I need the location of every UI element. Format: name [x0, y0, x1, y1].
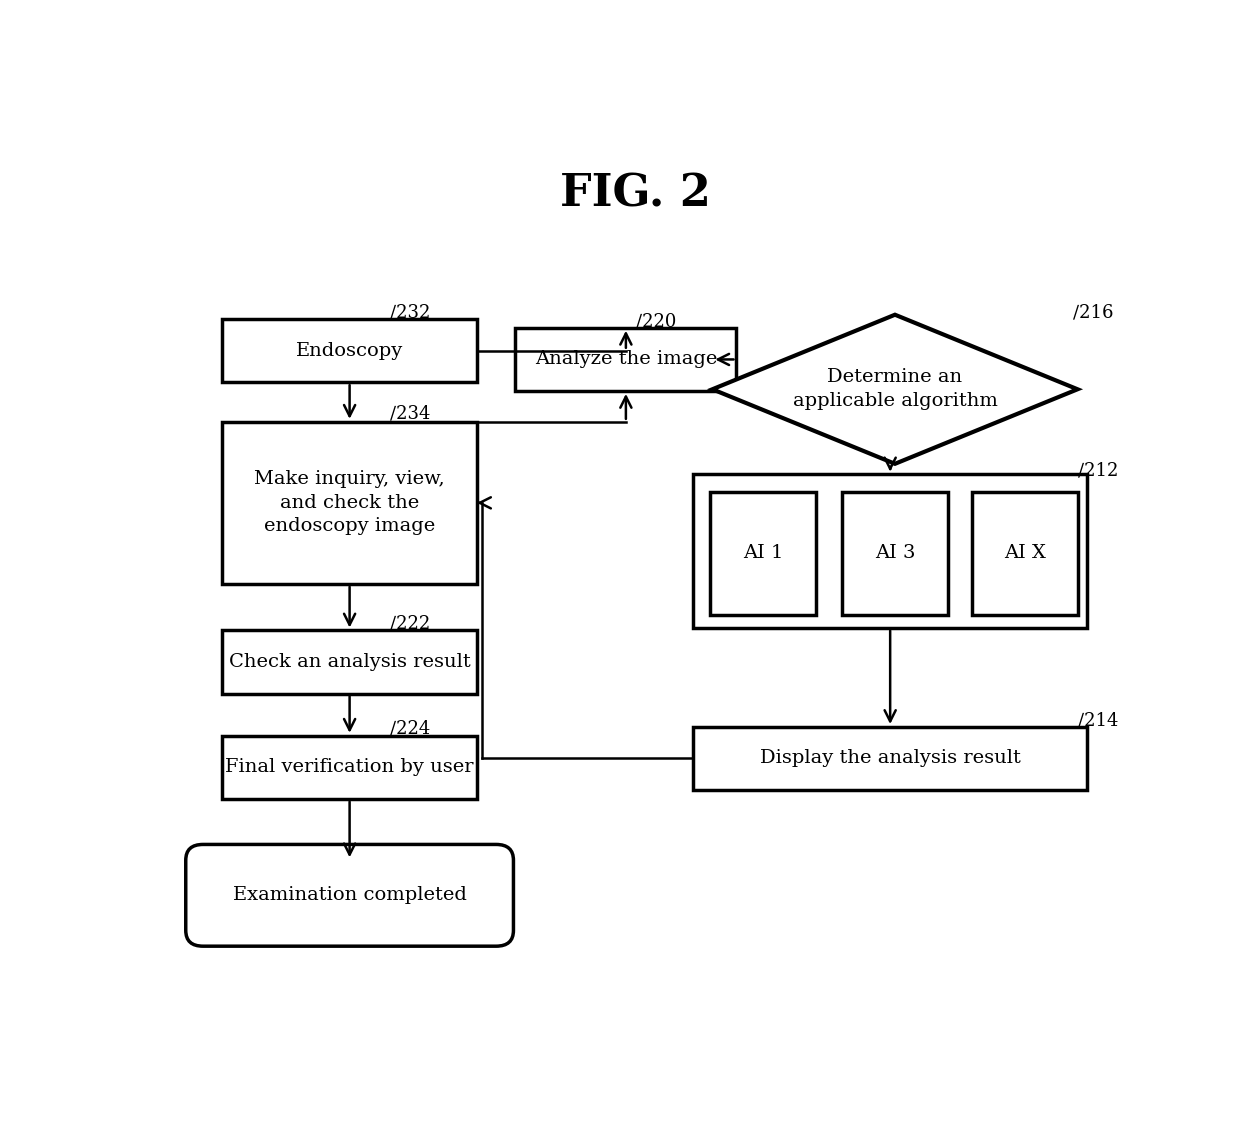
Bar [711, 492, 816, 615]
Bar [842, 492, 947, 615]
Text: FIG. 2: FIG. 2 [560, 172, 711, 215]
Text: Display the analysis result: Display the analysis result [760, 749, 1021, 768]
Text: ∕224: ∕224 [391, 720, 430, 738]
Text: ∕234: ∕234 [391, 404, 430, 421]
Text: AI 3: AI 3 [874, 544, 915, 563]
Bar [222, 631, 477, 694]
Text: Examination completed: Examination completed [233, 886, 466, 904]
Bar [222, 421, 477, 584]
Text: Make inquiry, view,
and check the
endoscopy image: Make inquiry, view, and check the endosc… [254, 470, 445, 535]
Text: ∕222: ∕222 [391, 614, 430, 632]
Text: Final verification by user: Final verification by user [226, 759, 474, 777]
Text: Endoscopy: Endoscopy [296, 342, 403, 360]
Bar [222, 319, 477, 383]
Text: ∕212: ∕212 [1078, 461, 1118, 480]
Bar [972, 492, 1078, 615]
Text: Determine an
applicable algorithm: Determine an applicable algorithm [792, 368, 997, 410]
Polygon shape [713, 314, 1078, 464]
FancyBboxPatch shape [186, 844, 513, 947]
Bar [222, 736, 477, 798]
Text: ∕232: ∕232 [391, 303, 430, 321]
Text: Check an analysis result: Check an analysis result [228, 653, 470, 671]
Bar [516, 328, 737, 391]
Bar [693, 727, 1087, 790]
Text: AI X: AI X [1003, 544, 1045, 563]
Text: Analyze the image: Analyze the image [534, 351, 717, 368]
Text: AI 1: AI 1 [743, 544, 784, 563]
Text: ∕216: ∕216 [1073, 303, 1114, 321]
Bar [693, 474, 1087, 628]
Text: ∕220: ∕220 [635, 312, 676, 330]
Text: ∕214: ∕214 [1078, 711, 1118, 729]
